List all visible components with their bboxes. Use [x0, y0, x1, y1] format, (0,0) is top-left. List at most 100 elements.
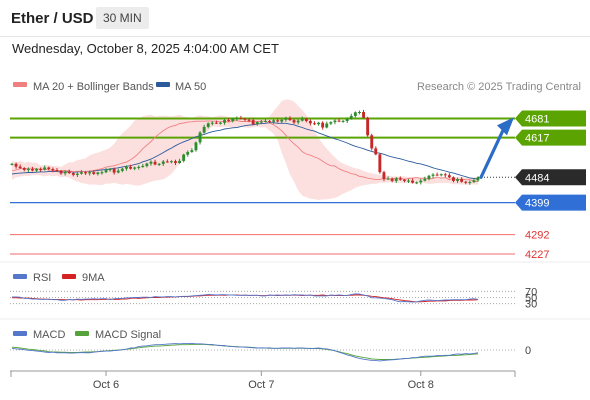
macd-signal-legend-label: MACD Signal	[95, 329, 161, 341]
copyright-text: Research © 2025 Trading Central	[417, 81, 581, 93]
candle-body	[452, 177, 455, 181]
macd-legend-swatch	[13, 331, 27, 336]
candle-body	[22, 168, 26, 170]
forecast-arrow-head	[497, 117, 514, 136]
candle-body	[133, 167, 137, 169]
rsi-level-label: 50	[525, 293, 537, 305]
candle-body	[280, 119, 284, 122]
candle-body	[472, 180, 476, 183]
candle-body	[419, 180, 423, 183]
candle-body	[382, 172, 386, 180]
price-panel: 4681 4617 4484 4399 4292 4227	[10, 99, 586, 261]
candle-body	[321, 122, 325, 128]
candle-body	[443, 174, 447, 176]
candle-body	[243, 118, 247, 120]
candle-body	[182, 154, 186, 161]
macd-legend: MACD MACD Signal	[13, 329, 161, 341]
candle-body	[333, 120, 337, 123]
candle-body	[268, 120, 271, 122]
candle-body	[55, 170, 59, 172]
candle-body	[67, 171, 71, 174]
price-level-label: 4292	[525, 230, 549, 242]
candle-body	[223, 120, 226, 123]
rsi-ma-legend-swatch	[62, 274, 76, 279]
rsi-legend-label: RSI	[33, 272, 51, 284]
candle-body	[194, 142, 198, 151]
candle-body	[476, 177, 480, 181]
ma50-legend-swatch	[156, 82, 170, 87]
candle-body	[75, 173, 79, 175]
candle-body	[403, 179, 406, 181]
candle-body	[170, 161, 173, 163]
candle-body	[239, 118, 243, 119]
candle-body	[88, 172, 92, 174]
candle-body	[202, 126, 206, 133]
candle-body	[137, 166, 141, 168]
price-tag-label: 4681	[525, 114, 549, 126]
candle-body	[26, 169, 30, 170]
candle-body	[264, 120, 267, 122]
forecast-arrow-line	[479, 128, 505, 179]
candle-body	[304, 118, 308, 121]
candle-body	[329, 122, 333, 124]
candle-body	[341, 120, 345, 122]
candle-body	[112, 169, 116, 173]
candle-body	[96, 172, 100, 174]
candle-body	[276, 120, 280, 122]
rsi-level-label: 70	[525, 286, 537, 298]
candle-body	[456, 179, 459, 181]
candle-body	[272, 120, 276, 122]
x-axis-tick-label: Oct 7	[248, 379, 274, 391]
macd-panel: 0	[10, 342, 531, 362]
x-axis: Oct 6 Oct 7 Oct 8	[10, 370, 516, 391]
candle-body	[51, 169, 55, 171]
candle-body	[186, 152, 190, 155]
candle-body	[18, 166, 22, 169]
candle-body	[370, 135, 374, 149]
candle-body	[149, 161, 153, 164]
candle-body	[439, 174, 443, 176]
candle-body	[219, 122, 222, 124]
candle-body	[431, 174, 435, 176]
candle-body	[92, 172, 96, 174]
candle-body	[198, 132, 202, 143]
candle-body	[59, 171, 63, 174]
rsi-level-label: 30	[525, 299, 537, 311]
candle-body	[210, 122, 214, 124]
price-tag-label: 4399	[525, 198, 549, 210]
candle-body	[153, 161, 157, 165]
candle-body	[145, 163, 149, 166]
candle-body	[292, 120, 296, 123]
candle-body	[386, 178, 390, 180]
candle-body	[165, 161, 169, 163]
candle-body	[407, 180, 410, 182]
candle-body	[411, 180, 414, 183]
price-level-label: 4227	[525, 249, 549, 261]
candle-body	[129, 166, 132, 169]
candle-body	[100, 172, 104, 174]
candle-body	[251, 120, 255, 125]
timeframe-button[interactable]: 30 MIN	[96, 7, 149, 29]
candle-body	[300, 118, 304, 121]
candle-body	[231, 118, 235, 121]
candle-body	[398, 178, 402, 180]
candle-body	[157, 163, 161, 165]
chart-datetime: Wednesday, October 8, 2025 4:04:00 AM CE…	[12, 41, 279, 56]
candle-body	[308, 120, 312, 124]
candle-body	[353, 112, 357, 116]
candle-body	[71, 173, 75, 175]
candle-body	[161, 161, 165, 164]
rsi-ma-legend-label: 9MA	[82, 272, 105, 284]
macd-line	[11, 342, 479, 362]
candle-body	[345, 118, 349, 121]
candle-body	[39, 169, 43, 170]
candle-body	[427, 175, 431, 179]
price-tag	[515, 169, 586, 186]
ma50-legend-label: MA 50	[175, 81, 206, 93]
candle-body	[362, 112, 365, 118]
price-tag-label: 4484	[525, 172, 549, 184]
candle-body	[349, 115, 353, 119]
candle-body	[178, 160, 181, 163]
candle-body	[394, 178, 398, 181]
